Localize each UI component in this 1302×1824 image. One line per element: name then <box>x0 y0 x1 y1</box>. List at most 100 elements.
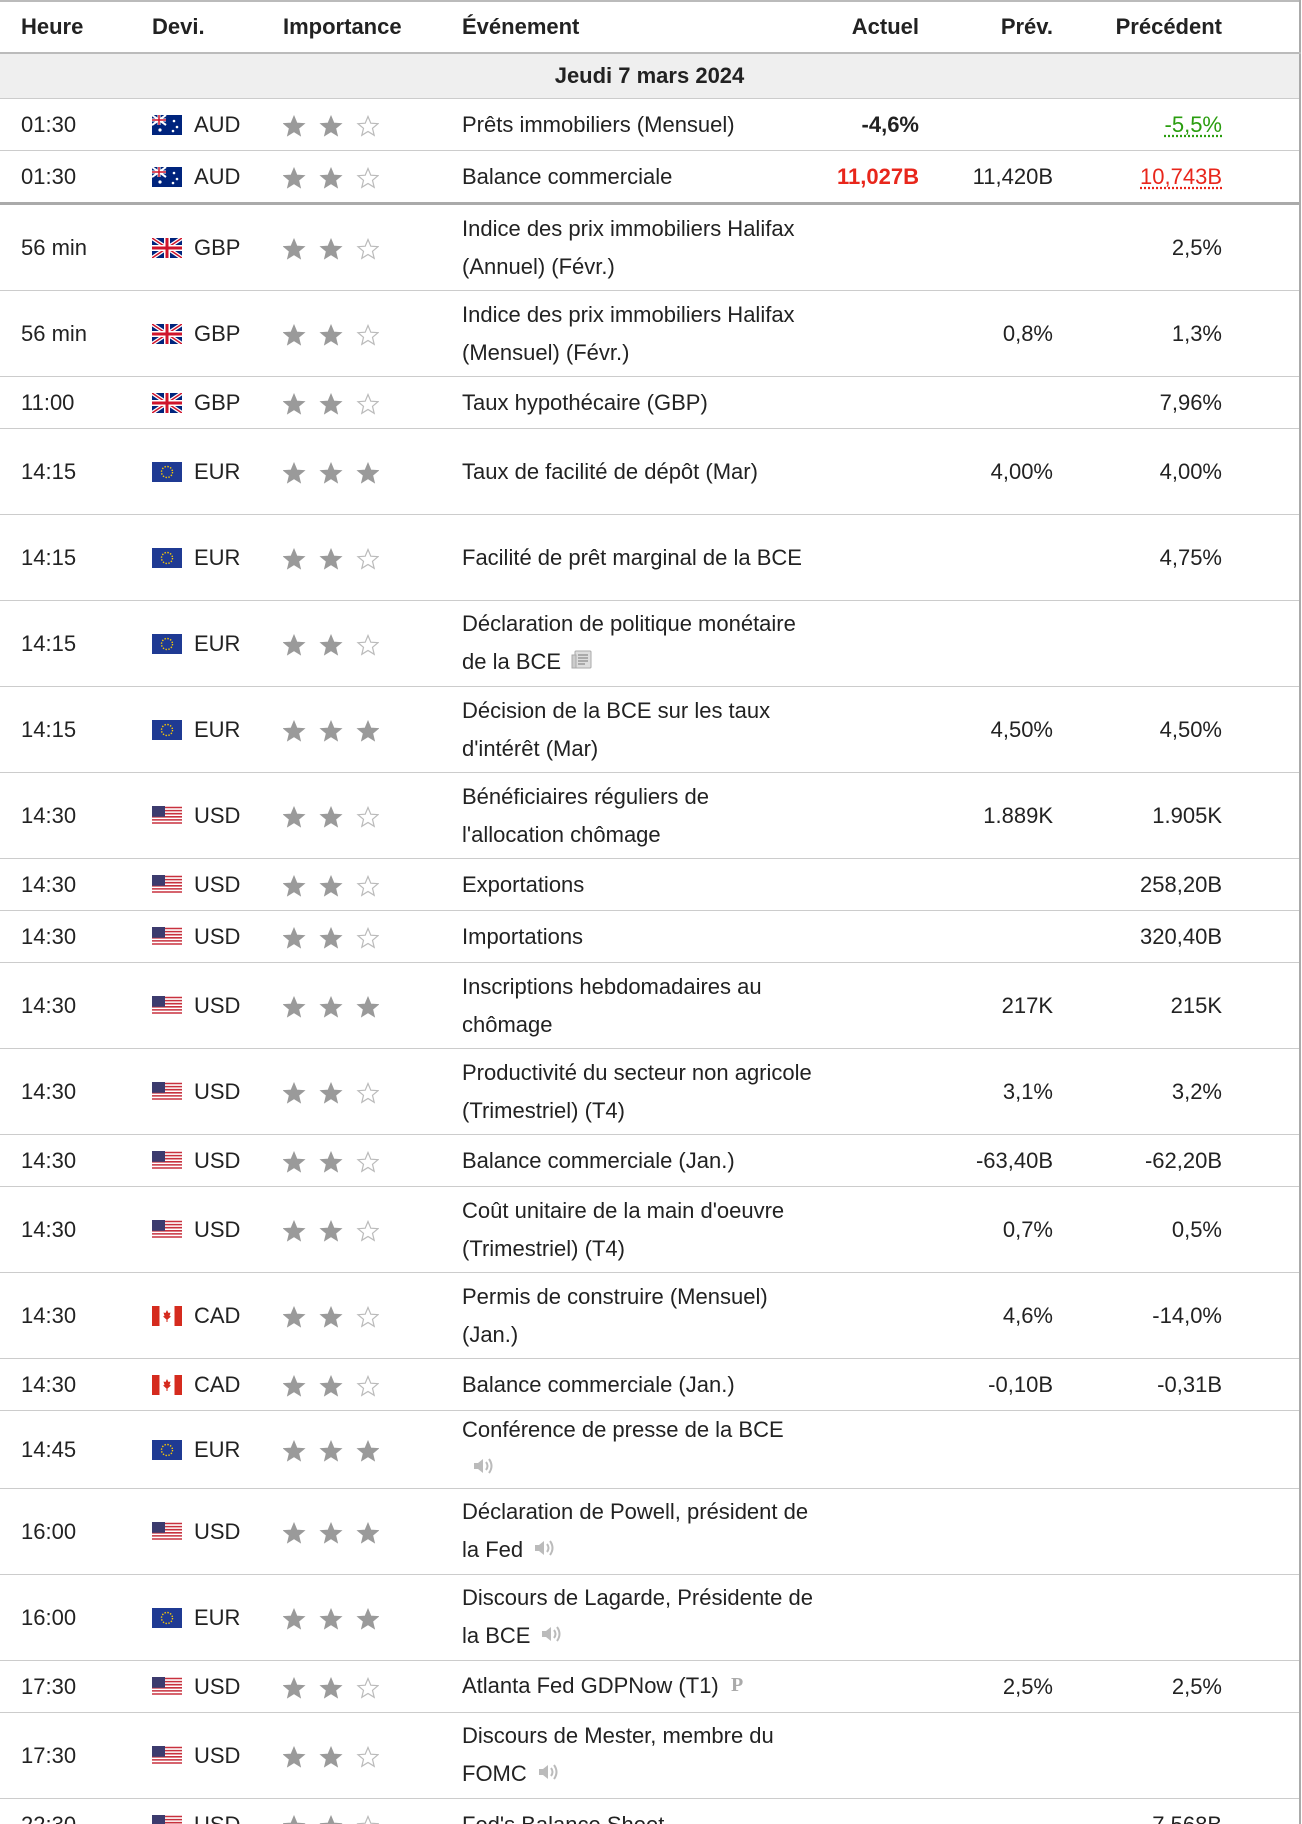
event-name: Discours de Mester, membre du FOMC <box>462 1717 817 1794</box>
previous: 2,5% <box>1069 203 1238 291</box>
svg-text:P: P <box>731 1674 743 1694</box>
event-row: 14:30 USD Productivité du secteur non agri… <box>0 1048 1300 1135</box>
flag <box>152 1521 182 1542</box>
actual <box>822 858 935 911</box>
event-cell: Taux hypothécaire (GBP) <box>462 376 822 429</box>
previous: 1,3% <box>1069 290 1238 377</box>
actual <box>822 686 935 773</box>
event-row: 14:15 EUR Déclaration de politique monétai… <box>0 600 1300 687</box>
forecast <box>935 203 1069 291</box>
col-header: Précédent <box>1069 1 1238 54</box>
event-cell: Déclaration de Powell, président de la F… <box>462 1488 822 1576</box>
event-name: Bénéficiaires réguliers de l'allocation … <box>462 783 710 847</box>
time: 14:30 <box>0 962 152 1049</box>
event-cell: Balance commerciale <box>462 150 822 205</box>
flag <box>152 547 182 568</box>
event-name: Facilité de prêt marginal de la BCE <box>462 544 802 570</box>
event-name: Discours de Lagarde, Présidente de la BC… <box>462 1579 817 1656</box>
event-cell: Décision de la BCE sur les taux d'intérê… <box>462 686 822 773</box>
event-row: 17:30 USD Atlanta Fed GDPNow (T1) P 2,5% 2,5% <box>0 1660 1300 1714</box>
event-row: 56 min GBP Indice des prix immobiliers Hal… <box>0 203 1300 291</box>
spacer <box>1238 376 1300 429</box>
currency: AUD <box>152 158 283 196</box>
time: 14:15 <box>0 514 152 601</box>
previous-value: 0,5% <box>1171 1216 1222 1242</box>
time: 14:30 <box>0 1048 152 1135</box>
flag <box>152 1814 182 1824</box>
currency-cell: EUR <box>152 428 283 515</box>
date-row: Jeudi 7 mars 2024 <box>0 53 1300 99</box>
importance-cell <box>282 1660 462 1714</box>
forecast: 3,1% <box>935 1048 1069 1135</box>
actual <box>822 1574 935 1662</box>
flag <box>152 166 182 187</box>
importance-stars <box>282 1439 380 1462</box>
importance-stars <box>282 114 380 137</box>
previous: 0,5% <box>1069 1186 1238 1273</box>
event-cell: Conférence de presse de la BCE <box>462 1410 822 1490</box>
time: 14:15 <box>0 428 152 515</box>
event-cell: Fed's Balance Sheet <box>462 1798 822 1824</box>
importance-cell <box>282 962 462 1049</box>
importance-cell <box>282 1186 462 1273</box>
spacer <box>1238 1660 1300 1714</box>
importance-stars <box>282 1814 380 1824</box>
currency-code: CAD <box>194 1371 241 1397</box>
previous-value: -62,20B <box>1144 1147 1222 1173</box>
flag <box>152 1219 182 1240</box>
event-name: Déclaration de Powell, président de la F… <box>462 1493 817 1570</box>
event-row: 14:30 CAD Permis de construire (Mensuel) (… <box>0 1272 1300 1359</box>
currency-cell: USD <box>152 910 283 963</box>
currency: USD <box>152 1142 283 1180</box>
spacer <box>1238 203 1300 291</box>
forecast: 1.889K <box>935 772 1069 859</box>
currency-code: USD <box>194 1673 241 1699</box>
event-cell: Balance commerciale (Jan.) <box>462 1134 822 1187</box>
previous-value: 7,96% <box>1159 389 1222 415</box>
previous: 4,50% <box>1069 686 1238 773</box>
event-icon <box>472 1450 496 1488</box>
currency-code: GBP <box>194 389 241 415</box>
importance-cell <box>282 1410 462 1490</box>
event-row: 16:00 EUR Discours de Lagarde, Présidente … <box>0 1574 1300 1662</box>
flag <box>152 323 182 344</box>
spacer <box>1238 772 1300 859</box>
importance-cell <box>282 1798 462 1824</box>
event-name: Exportations <box>462 871 585 897</box>
event-cell: Bénéficiaires réguliers de l'allocation … <box>462 772 822 859</box>
time: 17:30 <box>0 1712 152 1800</box>
actual <box>822 428 935 515</box>
event-row: 14:15 EUR Décision de la BCE sur les taux … <box>0 686 1300 773</box>
event-icon <box>540 1618 564 1656</box>
event-row: 14:15 EUR Facilité de prêt marginal de la … <box>0 514 1300 601</box>
event-icon: P <box>729 1668 747 1706</box>
importance-stars <box>282 323 380 346</box>
importance-cell <box>282 514 462 601</box>
currency-code: EUR <box>194 1436 241 1462</box>
previous: 7,96% <box>1069 376 1238 429</box>
flag <box>152 926 182 947</box>
col-header: Prév. <box>935 1 1069 54</box>
currency: GBP <box>152 315 283 353</box>
forecast <box>935 376 1069 429</box>
spacer <box>1238 290 1300 377</box>
importance-stars <box>282 719 380 742</box>
flag <box>152 719 182 740</box>
event-row: 17:30 USD Discours de Mester, membre du FO… <box>0 1712 1300 1800</box>
flag <box>152 237 182 258</box>
currency-code: USD <box>194 871 241 897</box>
header-row: Heure Devi. Importance Événement Actuel … <box>0 1 1300 54</box>
previous-value: 4,00% <box>1159 458 1222 484</box>
importance-cell <box>282 428 462 515</box>
actual <box>822 600 935 687</box>
currency-cell: AUD <box>152 150 283 205</box>
forecast <box>935 858 1069 911</box>
currency-code: AUD <box>194 111 241 137</box>
event-name: Indice des prix immobiliers Halifax (Ann… <box>462 215 795 279</box>
importance-stars <box>282 166 380 189</box>
currency-cell: USD <box>152 1798 283 1824</box>
flag <box>152 1676 182 1697</box>
time: 14:30 <box>0 1134 152 1187</box>
previous-value: 4,50% <box>1159 716 1222 742</box>
actual <box>822 1134 935 1187</box>
